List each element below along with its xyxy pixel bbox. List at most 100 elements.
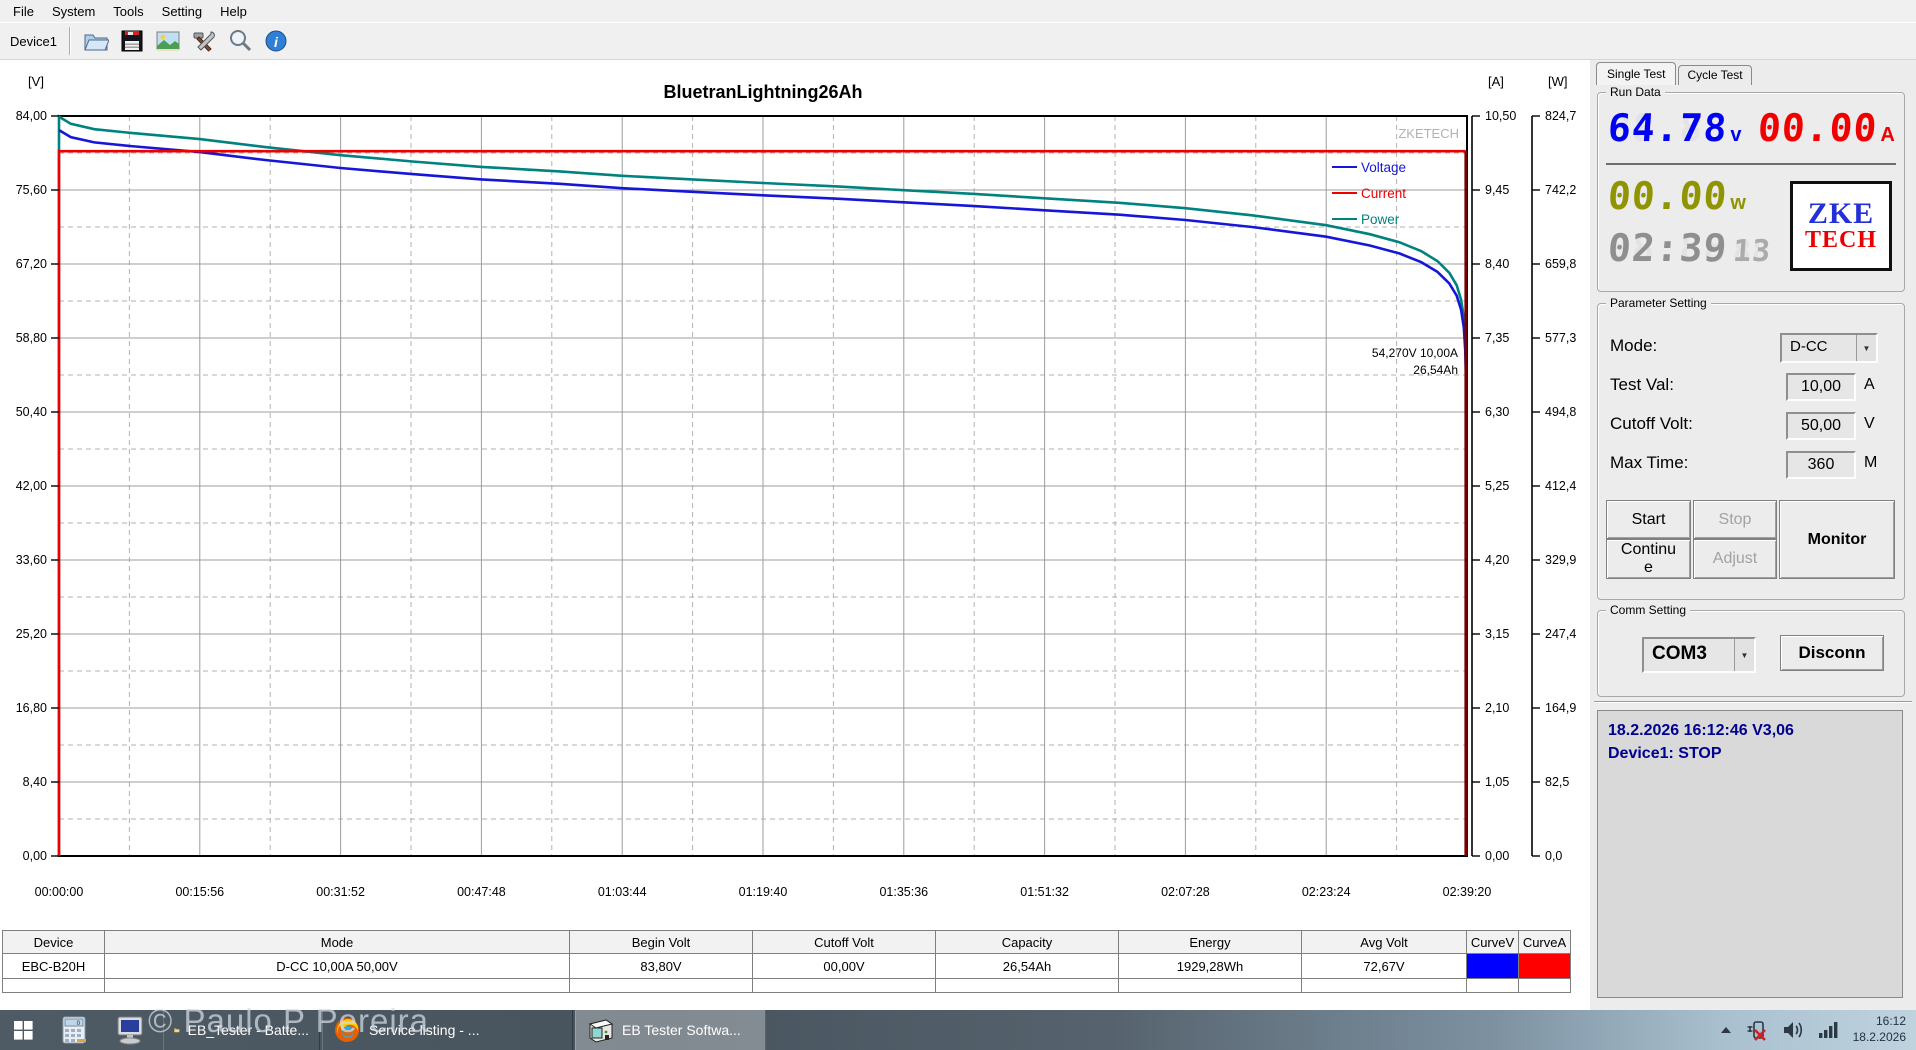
calculator-taskbar-icon[interactable]: 0 (50, 1010, 98, 1050)
time-tick-label: 01:35:36 (879, 885, 928, 899)
endpoint-annotation: 26,54Ah (1413, 363, 1458, 377)
current-tick-label: 3,15 (1485, 627, 1509, 641)
power-tick-label: 824,7 (1545, 109, 1576, 123)
start-button-windows[interactable] (0, 1010, 46, 1050)
menubar: File System Tools Setting Help (0, 0, 1916, 22)
menu-setting[interactable]: Setting (161, 3, 203, 19)
com-port-select[interactable]: COM3 ▼ (1642, 637, 1756, 673)
windows-logo-icon (13, 1020, 33, 1040)
continue-button[interactable]: Continue (1606, 539, 1691, 579)
logo-tech-text: TECH (1804, 226, 1877, 253)
col-curve-v[interactable]: CurveV (1466, 930, 1519, 954)
current-tick-label: 5,25 (1485, 479, 1509, 493)
com-port-value: COM3 (1652, 643, 1707, 664)
voltage-tick-label: 75,60 (16, 183, 47, 197)
power-tick-label: 164,9 (1545, 701, 1576, 715)
chevron-down-icon[interactable]: ▼ (1856, 335, 1876, 361)
time-tick-label: 00:47:48 (457, 885, 506, 899)
log-box[interactable]: 18.2.2026 16:12:46 V3,06 Device1: STOP (1597, 710, 1903, 998)
taskbar-window-browser[interactable]: Service listing - ... (322, 1010, 573, 1050)
voltage-tick-label: 50,40 (16, 405, 47, 419)
speaker-icon[interactable] (1781, 1019, 1805, 1041)
col-cutoff-volt[interactable]: Cutoff Volt (752, 930, 936, 954)
current-unit: A (1880, 124, 1895, 146)
voltage-value: 64.78 (1606, 106, 1729, 150)
cell-mode: D-CC 10,00A 50,00V (104, 953, 570, 979)
taskbar-window-eb-tester-app[interactable]: EB Tester Softwa... (575, 1010, 766, 1050)
save-button[interactable] (115, 25, 149, 57)
adjust-button[interactable]: Adjust (1693, 539, 1777, 579)
toolbar: Device1 (0, 22, 1916, 60)
start-button[interactable]: Start (1606, 500, 1691, 539)
power-tick-label: 247,4 (1545, 627, 1576, 641)
zke-tech-logo: ZKE TECH (1790, 181, 1892, 271)
current-display: 88.88 00.00 A (1756, 106, 1895, 150)
menu-system[interactable]: System (51, 3, 96, 19)
voltage-tick-label: 58,80 (16, 331, 47, 345)
col-avg-volt[interactable]: Avg Volt (1301, 930, 1467, 954)
menu-help[interactable]: Help (220, 3, 247, 19)
chevron-down-icon[interactable]: ▼ (1734, 639, 1754, 671)
voltage-tick-label: 25,20 (16, 627, 47, 641)
power-tick-label: 577,3 (1545, 331, 1576, 345)
col-begin-volt[interactable]: Begin Volt (569, 930, 753, 954)
zketech-watermark: ZKETECH (1398, 126, 1459, 141)
time-seconds: 13 (1732, 234, 1773, 269)
taskbar-window-eb-tester-folder[interactable]: EB_Tester - Batte... (163, 1010, 320, 1050)
taskbar-window-label: EB Tester Softwa... (622, 1022, 741, 1038)
computer-taskbar-icon[interactable] (104, 1010, 156, 1050)
col-mode[interactable]: Mode (104, 930, 570, 954)
network-signal-icon[interactable] (1817, 1020, 1841, 1040)
col-curve-a[interactable]: CurveA (1518, 930, 1571, 954)
calculator-icon: 0 (62, 1016, 86, 1044)
voltage-display: 88.88 64.78 v (1606, 106, 1742, 150)
time-tick-label: 02:39:20 (1443, 885, 1492, 899)
logo-zke-text: ZKE (1807, 197, 1875, 231)
export-image-button[interactable] (151, 25, 185, 57)
settings-tools-button[interactable] (187, 25, 221, 57)
mode-label: Mode: (1610, 336, 1658, 355)
current-tick-label: 8,40 (1485, 257, 1509, 271)
cutoff-volt-input[interactable]: 50,00 (1786, 412, 1856, 440)
series-voltage (58, 128, 1468, 378)
power-plug-disconnected-icon[interactable] (1745, 1018, 1769, 1042)
voltage-tick-label: 84,00 (16, 109, 47, 123)
open-file-button[interactable] (79, 25, 113, 57)
power-axis-unit: [W] (1548, 74, 1568, 89)
curve-v-swatch[interactable] (1466, 953, 1519, 979)
disconnect-button[interactable]: Disconn (1780, 635, 1884, 671)
current-tick-label: 0,00 (1485, 849, 1509, 863)
col-device[interactable]: Device (2, 930, 105, 954)
voltage-tick-label: 8,40 (23, 775, 47, 789)
power-tick-label: 659,8 (1545, 257, 1576, 271)
col-capacity[interactable]: Capacity (935, 930, 1119, 954)
stop-button[interactable]: Stop (1693, 500, 1777, 539)
comm-setting-group: Comm Setting COM3 ▼ Disconn (1597, 603, 1905, 697)
tab-single-test[interactable]: Single Test (1596, 62, 1677, 85)
time-tick-label: 01:51:32 (1020, 885, 1069, 899)
mode-select[interactable]: D-CC ▼ (1780, 333, 1878, 363)
zoom-button[interactable] (223, 25, 257, 57)
voltage-tick-label: 16,80 (16, 701, 47, 715)
about-button[interactable]: i (259, 25, 293, 57)
svg-text:0: 0 (77, 1021, 81, 1027)
curve-a-swatch[interactable] (1518, 953, 1571, 979)
current-tick-label: 9,45 (1485, 183, 1509, 197)
device-tab-label[interactable]: Device1 (10, 33, 57, 49)
cell-cutoff-volt: 00,00V (752, 953, 936, 979)
monitor-button[interactable]: Monitor (1779, 500, 1895, 579)
test-val-input[interactable]: 10,00 (1786, 373, 1856, 401)
legend-label-current: Current (1361, 186, 1406, 201)
col-energy[interactable]: Energy (1118, 930, 1302, 954)
max-time-input[interactable]: 360 (1786, 451, 1856, 479)
tray-clock[interactable]: 16:12 18.2.2026 (1853, 1014, 1906, 1045)
discharge-chart: 84,00 75,60 67,20 58,80 50,40 42,00 33,60 25,20… (16, 74, 1577, 899)
menu-file[interactable]: File (13, 3, 34, 19)
log-line-status: Device1: STOP (1608, 745, 1722, 763)
tab-cycle-test[interactable]: Cycle Test (1678, 65, 1752, 85)
menu-tools[interactable]: Tools (113, 3, 144, 19)
chart-area: 84,00 75,60 67,20 58,80 50,40 42,00 33,60 25,20… (0, 60, 1586, 932)
save-floppy-icon (121, 30, 143, 52)
tray-expand-icon[interactable] (1719, 1025, 1733, 1035)
